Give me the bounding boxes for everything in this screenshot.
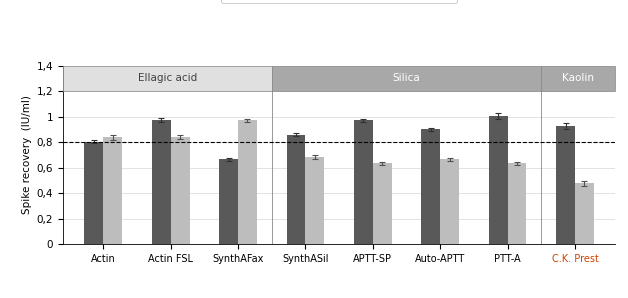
Legend: BeneFIX 0,80 IU/ml, rFIXFc 0,80 IU/ml: BeneFIX 0,80 IU/ml, rFIXFc 0,80 IU/ml	[221, 0, 457, 3]
Y-axis label: Spike recovery  (IU/ml): Spike recovery (IU/ml)	[22, 96, 32, 214]
Bar	[219, 159, 238, 244]
Bar	[305, 157, 324, 244]
Bar	[286, 134, 305, 244]
Bar	[556, 126, 575, 244]
Bar	[354, 120, 373, 244]
Bar	[541, 66, 615, 91]
Bar	[103, 137, 122, 244]
Bar	[84, 142, 103, 244]
Bar	[238, 120, 257, 244]
Bar	[489, 116, 507, 244]
Bar	[575, 183, 594, 244]
Bar	[440, 159, 459, 244]
Bar	[63, 66, 272, 91]
Bar	[272, 66, 541, 91]
Bar	[421, 129, 440, 244]
Bar	[152, 120, 171, 244]
Bar	[171, 137, 190, 244]
Bar	[373, 163, 392, 244]
Text: Ellagic acid: Ellagic acid	[138, 73, 197, 83]
Bar	[507, 163, 526, 244]
Text: Silica: Silica	[392, 73, 420, 83]
Text: Kaolin: Kaolin	[562, 73, 594, 83]
